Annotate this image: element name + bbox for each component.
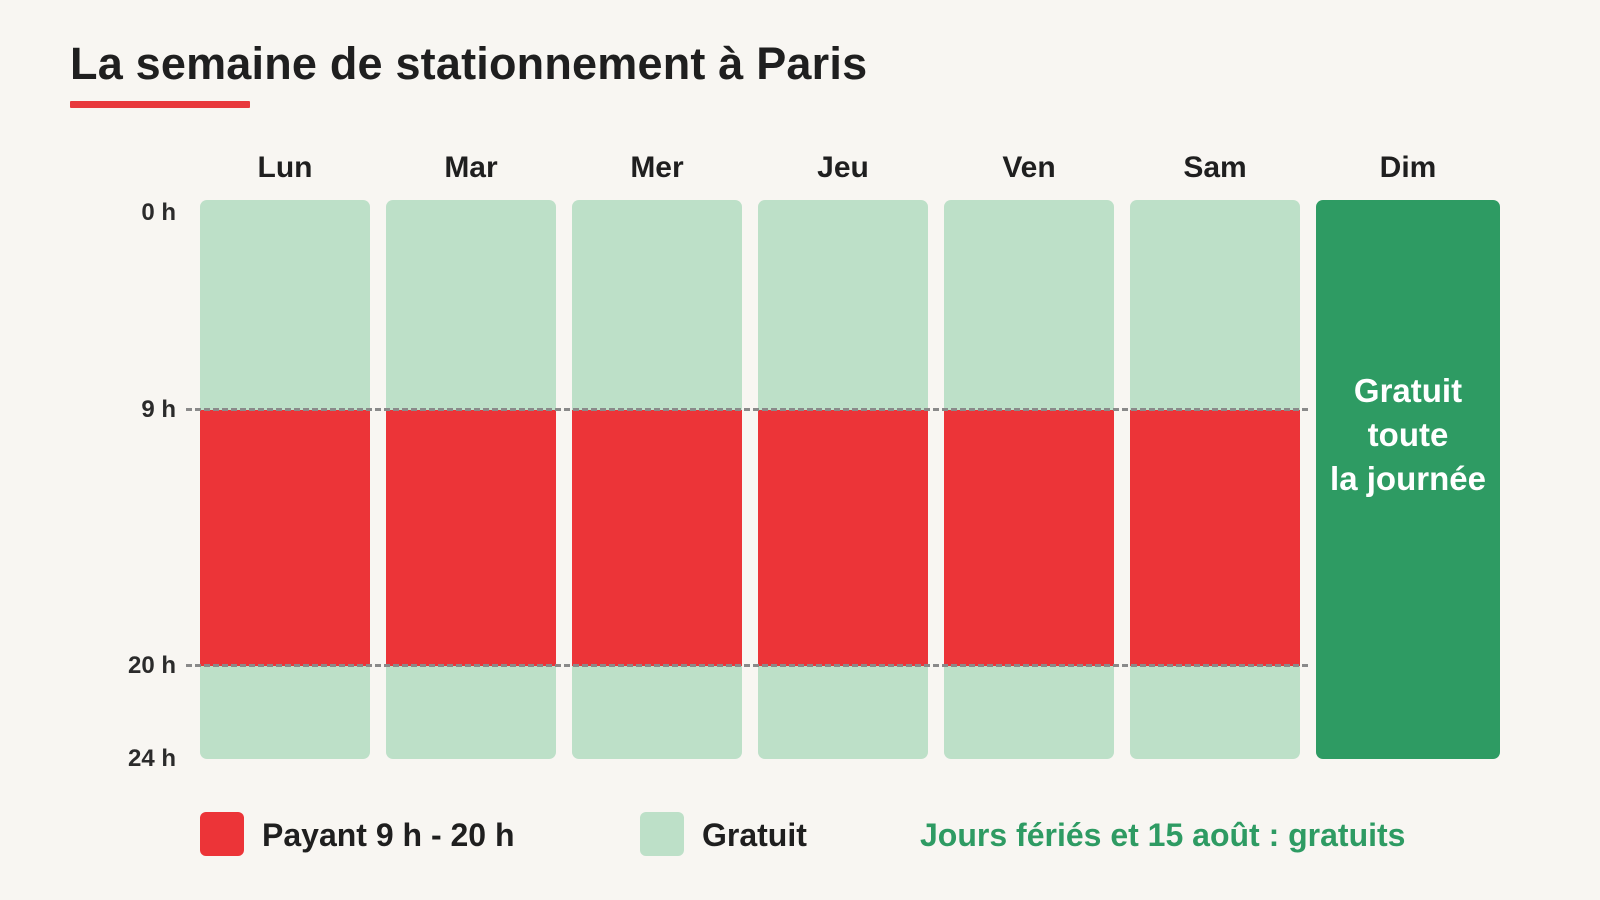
legend-label-free: Gratuit xyxy=(702,817,807,853)
paid-segment xyxy=(944,409,1114,666)
paid-segment xyxy=(572,409,742,666)
boundary-line xyxy=(186,663,1308,667)
day-label-ven: Ven xyxy=(1002,151,1056,184)
legend-swatch-paid xyxy=(200,812,244,856)
free-segment-evening xyxy=(386,665,556,759)
hour-label: 24 h xyxy=(127,745,176,772)
legend-label-paid: Payant 9 h - 20 h xyxy=(262,817,515,853)
legend-swatch-free xyxy=(640,812,684,856)
paid-segment xyxy=(758,409,928,666)
page-title: La semaine de stationnement à Paris xyxy=(70,38,868,89)
free-segment-morning xyxy=(944,200,1114,410)
day-label-lun: Lun xyxy=(257,151,313,184)
free-segment-morning xyxy=(572,200,742,410)
day-label-dim: Dim xyxy=(1379,151,1437,184)
free-segment-morning xyxy=(386,200,556,410)
free-segment-morning xyxy=(200,200,370,410)
sunday-text-line: la journée xyxy=(1330,459,1486,497)
day-column-mer xyxy=(572,200,742,759)
sunday-text-line: toute xyxy=(1367,415,1449,453)
day-column-ven xyxy=(944,200,1114,759)
sunday-free-text: Gratuit toute la journée xyxy=(1316,369,1500,501)
hour-label: 20 h xyxy=(127,651,176,679)
boundary-line xyxy=(186,407,1308,411)
free-segment-evening xyxy=(1130,665,1300,759)
day-column-sam xyxy=(1130,200,1300,759)
day-column-jeu xyxy=(758,200,928,759)
free-segment-evening xyxy=(944,665,1114,759)
day-label-mar: Mar xyxy=(444,151,498,184)
day-label-sam: Sam xyxy=(1183,151,1247,184)
title-underline xyxy=(70,101,250,108)
hour-label: 0 h xyxy=(141,199,176,226)
free-segment-evening xyxy=(200,665,370,759)
legend-note-holidays: Jours fériés et 15 août : gratuits xyxy=(920,817,1406,853)
day-label-mer: Mer xyxy=(630,151,684,184)
hour-label: 9 h xyxy=(141,395,176,423)
day-label-jeu: Jeu xyxy=(817,151,869,184)
paid-segment xyxy=(200,409,370,666)
free-segment-evening xyxy=(758,665,928,759)
paid-segment xyxy=(386,409,556,666)
free-segment-morning xyxy=(1130,200,1300,410)
day-column-dim: Gratuit toute la journée xyxy=(1316,200,1500,759)
sunday-text-line: Gratuit xyxy=(1353,371,1463,409)
free-segment-morning xyxy=(758,200,928,410)
day-column-lun xyxy=(200,200,370,759)
free-segment-evening xyxy=(572,665,742,759)
paid-segment xyxy=(1130,409,1300,666)
day-column-mar xyxy=(386,200,556,759)
